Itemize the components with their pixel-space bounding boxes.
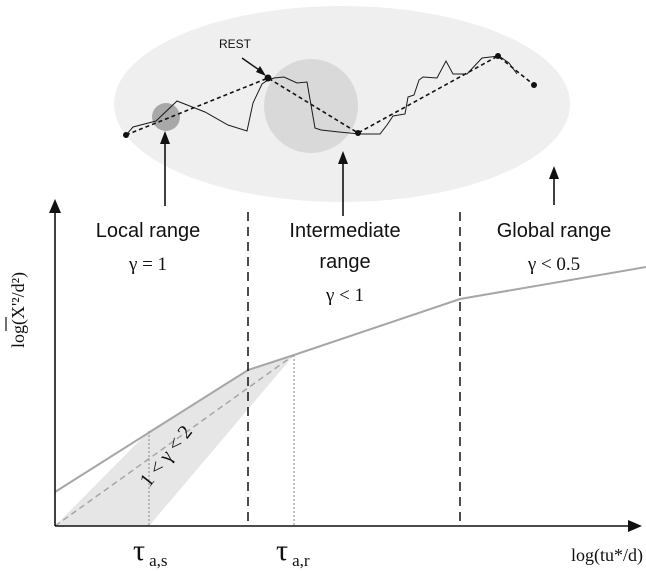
global-arrowhead	[549, 166, 559, 179]
rest-pointer-arrowhead	[256, 66, 266, 76]
tau-s-subscript: a,s	[149, 551, 167, 570]
rest-point	[355, 130, 361, 136]
local-gamma-label: γ = 1	[128, 254, 167, 275]
y-axis-arrowhead	[49, 199, 61, 213]
global-gamma-label: γ < 0.5	[527, 254, 580, 275]
intermediate-range-label-line1: Intermediate	[289, 220, 400, 242]
tau-r-symbol: τ	[276, 534, 288, 567]
rest-point	[495, 53, 501, 59]
rest-point	[123, 132, 129, 138]
local-arrowhead	[160, 131, 170, 144]
tau-r-subscript: a,r	[292, 551, 310, 570]
intermediate-range-label-line2: range	[319, 251, 370, 273]
rest-label: REST	[219, 37, 252, 51]
band-lower-dashed-line	[54, 354, 295, 527]
rest-point	[531, 82, 537, 88]
x-axis-arrowhead	[628, 520, 642, 532]
x-axis-label: log(tu*/d)	[571, 545, 643, 566]
tau-s-label: τ a,s	[133, 534, 167, 570]
global-range-label: Global range	[497, 220, 612, 242]
trajectory-panel: REST	[114, 6, 570, 202]
tau-s-symbol: τ	[133, 534, 145, 567]
particle-trajectory	[125, 55, 518, 136]
region-labels: Local range γ = 1 Intermediate range γ <…	[96, 220, 612, 306]
local-range-label: Local range	[96, 220, 201, 242]
rest-point	[264, 74, 272, 82]
intermediate-arrowhead	[338, 151, 348, 164]
y-axis-label: log(X'²/d²)	[8, 272, 29, 348]
intermediate-gamma-label: γ < 1	[325, 285, 364, 306]
range-arrows	[160, 131, 559, 216]
plot-area: 1 < γ < 2 log(X'²/d²) log(tu*/d) τ a,s τ…	[5, 199, 646, 570]
local-range-circle	[152, 103, 180, 131]
tau-r-label: τ a,r	[276, 534, 310, 570]
